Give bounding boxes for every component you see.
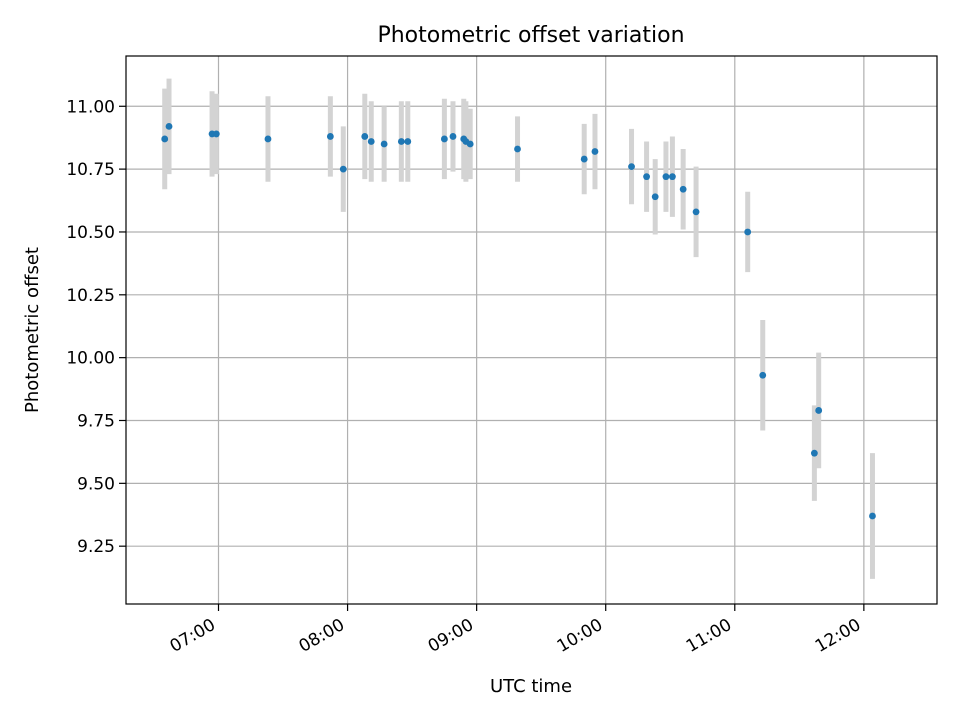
y-tick-label: 10.25 xyxy=(66,286,115,306)
data-point xyxy=(449,133,457,140)
data-point xyxy=(591,148,599,155)
y-tick-label: 10.50 xyxy=(66,223,115,243)
data-point xyxy=(662,173,670,181)
data-point xyxy=(514,145,521,153)
y-tick-label: 9.25 xyxy=(77,537,115,557)
data-point xyxy=(326,133,334,140)
y-tick-label: 10.75 xyxy=(66,160,115,180)
y-tick-label: 11.00 xyxy=(66,97,115,117)
chart-title: Photometric offset variation xyxy=(377,23,684,48)
y-tick-label: 10.00 xyxy=(66,349,115,369)
data-point xyxy=(404,138,412,145)
data-point xyxy=(815,407,823,414)
x-axis-label: UTC time xyxy=(490,676,572,697)
data-point xyxy=(165,122,173,130)
y-tick-label: 9.75 xyxy=(77,411,115,431)
y-axis-ticks: 9.25 9.50 9.75 10.00 10.25 10.50 10.75 11.00 xyxy=(66,97,126,557)
data-point xyxy=(466,140,474,148)
data-point xyxy=(744,228,752,236)
data-points xyxy=(161,122,876,520)
plot-frame xyxy=(125,55,938,605)
data-point xyxy=(869,512,876,520)
data-point xyxy=(628,163,635,171)
data-point xyxy=(339,165,347,173)
data-point xyxy=(161,135,169,143)
y-tick-label: 9.50 xyxy=(77,474,115,494)
data-point xyxy=(759,371,767,379)
data-point xyxy=(643,173,650,181)
data-point xyxy=(397,138,405,145)
grid xyxy=(126,56,937,604)
y-axis-label: Photometric offset xyxy=(22,247,43,413)
data-point xyxy=(669,173,676,181)
data-point xyxy=(264,135,272,143)
data-point xyxy=(679,185,687,193)
data-point xyxy=(212,130,220,138)
data-point xyxy=(361,133,369,140)
data-point xyxy=(380,140,388,148)
data-point xyxy=(367,138,375,145)
data-point xyxy=(580,155,588,163)
data-point xyxy=(810,449,818,457)
data-point xyxy=(651,193,659,201)
data-point xyxy=(440,135,448,143)
data-point xyxy=(692,208,700,216)
